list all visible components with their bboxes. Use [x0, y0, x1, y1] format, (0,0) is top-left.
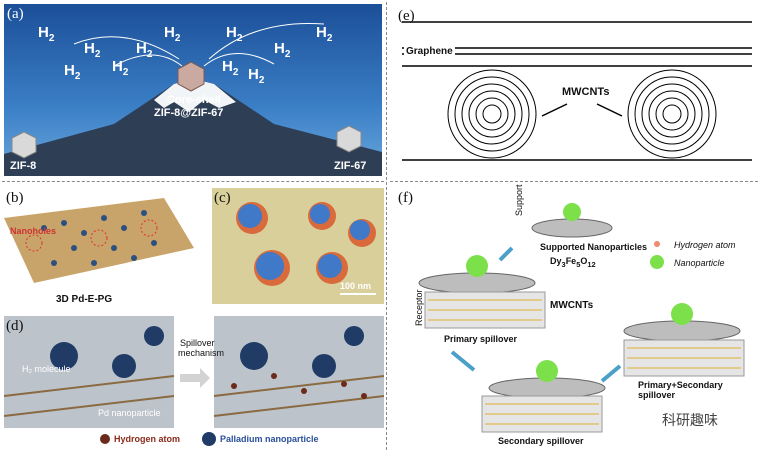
- h2-label: H2: [84, 40, 101, 60]
- graphene-mwcnt-schematic: [402, 21, 752, 161]
- h2-label: H2: [316, 24, 333, 44]
- spillover-schematic: [418, 203, 745, 433]
- h2-label: H2: [64, 62, 81, 82]
- vertical-divider: [386, 2, 387, 450]
- h2-label: H2: [136, 40, 153, 60]
- primary-secondary-spillover-label: Primary+Secondary spillover: [638, 380, 723, 400]
- scale-bar-label: 100 nm: [340, 281, 372, 291]
- spillover-illustration: [4, 316, 384, 428]
- zif8-label: ZIF-8: [10, 160, 37, 172]
- watermark: 科研趣味: [662, 413, 718, 429]
- zif67-label: ZIF-67: [334, 160, 367, 172]
- h2-label: H2: [226, 24, 243, 44]
- panel-e-label: (e): [398, 8, 415, 24]
- h2-label: H2: [112, 58, 129, 78]
- hydrogen-atom-label: Hydrogen atom: [674, 240, 736, 250]
- spillover-label-1: Spillover: [180, 338, 215, 348]
- horizontal-divider-left: [2, 181, 384, 182]
- panel-d: (d) H₂ molecule Pd nanoparticle Spillove…: [4, 316, 384, 450]
- h2-label: H2: [164, 24, 181, 44]
- mwcnts-label: MWCNTs: [550, 300, 594, 311]
- tem-image: [236, 202, 376, 295]
- zif8-zif67-label: ZIF-8@ZIF-67: [154, 107, 224, 119]
- dy3fe5o12-label: Dy3Fe5O12: [550, 256, 596, 269]
- palladium-legend-label: Palladium nanoparticle: [220, 434, 319, 444]
- panel-b: (b) Nanoholes 3D Pd-E-PG: [4, 188, 194, 312]
- mwcnts-label: MWCNTs: [562, 86, 610, 98]
- panel-f: (f) Support Supported Nanoparticles Dy3F…: [392, 184, 756, 450]
- support-label: Support: [514, 184, 524, 216]
- panel-d-label: (d): [6, 318, 24, 334]
- horizontal-divider-right: [390, 181, 758, 182]
- hydrogen-legend-label: Hydrogen atom: [114, 434, 181, 444]
- secondary-spillover-label: Secondary spillover: [498, 436, 584, 446]
- panel-c: (c) 100 nm: [212, 188, 384, 304]
- graphene-label: Graphene: [404, 46, 455, 57]
- supported-nanoparticles-label: Supported Nanoparticles: [540, 242, 648, 252]
- panel-e: (e) Graphene MWCNTs: [392, 4, 756, 176]
- primary-spillover-label: Primary spillover: [444, 334, 518, 344]
- h2-label: H2: [222, 58, 239, 78]
- pd-nanoparticle-label: Pd nanoparticle: [98, 408, 161, 418]
- palladium-legend-icon: [202, 432, 216, 446]
- nanoparticle-label: Nanoparticle: [674, 258, 725, 268]
- h2-label: H2: [274, 40, 291, 60]
- nanoholes-label: Nanoholes: [10, 226, 57, 236]
- h2-label: H2: [248, 66, 265, 86]
- core-shell-label: Core-shell: [167, 94, 221, 106]
- receptor-label: Receptor: [414, 289, 424, 326]
- h2-molecule-label: H₂ molecule: [22, 364, 71, 374]
- spillover-label-2: mechanism: [178, 348, 225, 358]
- hydrogen-legend-icon: [100, 434, 110, 444]
- pd-e-pg-caption: 3D Pd-E-PG: [56, 294, 113, 305]
- panel-a-label: (a): [7, 6, 24, 22]
- panel-a: (a) H2 H2 H2 H2 H2 H2 H2 H2 H2 H2 H2 Cor…: [4, 4, 382, 176]
- panel-f-label: (f): [398, 190, 413, 206]
- mountain-illustration: [4, 22, 382, 176]
- panel-b-label: (b): [6, 190, 24, 206]
- panel-c-label: (c): [214, 190, 231, 206]
- h2-label: H2: [38, 24, 55, 44]
- pd-graphene-sheet: [4, 198, 194, 283]
